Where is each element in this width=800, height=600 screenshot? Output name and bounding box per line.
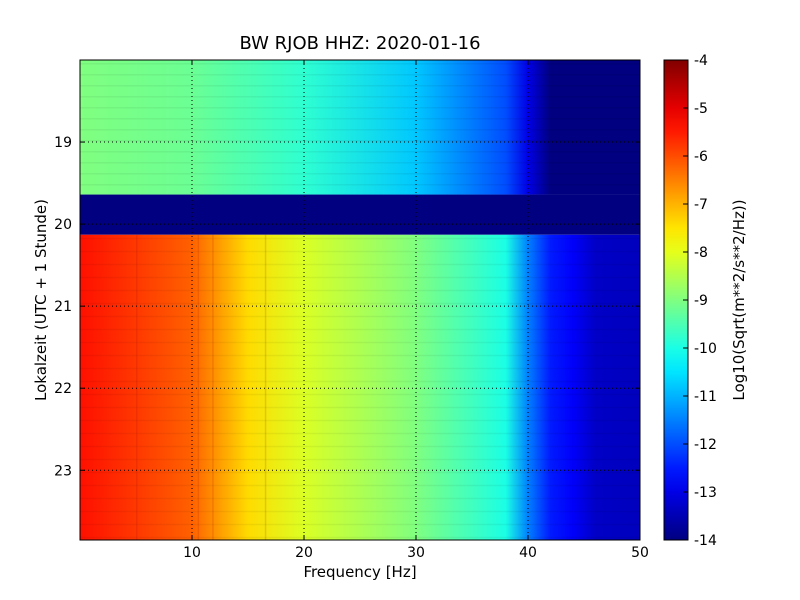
heatmap-streak: [80, 419, 640, 422]
heatmap-streak: [80, 173, 640, 175]
heatmap-streak: [80, 354, 640, 357]
colorbar-label: Log10(Sqrt(m**2/s**2/Hz)): [730, 199, 748, 400]
x-tick-label: 20: [295, 545, 313, 561]
x-tick-label: 40: [519, 545, 537, 561]
colorbar-tick-label: -10: [694, 341, 717, 357]
heatmap-streak: [80, 302, 640, 305]
heatmap-streak: [80, 367, 640, 370]
heatmap-streak: [80, 432, 640, 435]
heatmap-streak: [80, 107, 640, 109]
chart-title: BW RJOB HHZ: 2020-01-16: [239, 33, 480, 54]
heatmap-streak: [80, 497, 640, 500]
heatmap-streak: [80, 523, 640, 526]
heatmap-streak: [80, 458, 640, 461]
colorbar-tick-label: -8: [694, 245, 708, 261]
heatmap-streak: [80, 237, 640, 240]
heatmap-streak: [80, 406, 640, 409]
heatmap-night-segment: [80, 234, 640, 540]
heatmap-streak: [80, 276, 640, 279]
heatmap-streak: [80, 263, 640, 266]
x-tick-label: 50: [631, 545, 649, 561]
colorbar-tick-label: -11: [694, 389, 717, 405]
colorbar-tick-label: -6: [694, 149, 708, 165]
y-tick-label: 23: [54, 463, 72, 479]
plot-area: [79, 59, 641, 541]
y-tick-label: 20: [54, 217, 72, 233]
heatmap-streak: [80, 445, 640, 448]
y-tick-label: 22: [54, 381, 72, 397]
x-tick-label: 10: [183, 545, 201, 561]
heatmap-streak: [80, 510, 640, 513]
heatmap-streak: [80, 85, 640, 87]
y-tick-label: 19: [54, 135, 72, 151]
heatmap-streak: [80, 118, 640, 120]
heatmap-streak: [80, 250, 640, 253]
y-axis-label: Lokalzeit (UTC + 1 Stunde): [32, 199, 50, 401]
grid-lines: [80, 60, 640, 540]
heatmap-spectral-line: [264, 234, 267, 540]
y-tick-label: 21: [54, 299, 72, 315]
heatmap-streak: [80, 536, 640, 539]
heatmap-spectral-line: [212, 234, 214, 540]
x-axis: 10 20 30 40 50: [183, 60, 649, 561]
colorbar-tick-label: -5: [694, 101, 708, 117]
colorbar-tick-label: -12: [694, 437, 717, 453]
heatmap-streak: [80, 96, 640, 98]
heatmap-spectral-line: [197, 234, 200, 540]
heatmap-streak: [80, 140, 640, 142]
heatmap-streak: [80, 162, 640, 164]
heatmap-streak: [80, 315, 640, 318]
heatmap-streak: [80, 289, 640, 292]
colorbar-tick-label: -4: [694, 53, 708, 69]
heatmap-streak: [80, 484, 640, 487]
colorbar: -4 -5 -6 -7 -8 -9 -10 -11 -12 -13 -14 Log10(Sqrt(m…: [663, 53, 748, 549]
colorbar-tick-label: -14: [694, 533, 717, 549]
heatmap-streak: [80, 63, 640, 65]
heatmap-evening-segment: [80, 60, 640, 195]
heatmap-data-gap: [80, 194, 640, 235]
colorbar-tick-label: -13: [694, 485, 717, 501]
x-tick-label: 30: [407, 545, 425, 561]
colorbar-tick-label: -7: [694, 197, 708, 213]
heatmap-streak: [80, 74, 640, 76]
heatmap-streak: [80, 471, 640, 474]
colorbar-ticks: -4 -5 -6 -7 -8 -9 -10 -11 -12 -13 -14: [683, 53, 717, 549]
colorbar-tick-label: -9: [694, 293, 708, 309]
y-axis: 19 20 21 22 23: [54, 135, 640, 479]
heatmap-streak: [80, 328, 640, 331]
x-axis-label: Frequency [Hz]: [303, 563, 416, 581]
heatmap-texture: [80, 63, 640, 540]
heatmap-streak: [80, 151, 640, 153]
axes-frame: [79, 59, 641, 541]
heatmap-streak: [80, 380, 640, 383]
heatmap-streak: [80, 184, 640, 186]
heatmap-spectral-line: [136, 234, 138, 540]
heatmap-streak: [80, 341, 640, 344]
heatmap-streak: [80, 393, 640, 396]
heatmap-streak: [80, 129, 640, 131]
